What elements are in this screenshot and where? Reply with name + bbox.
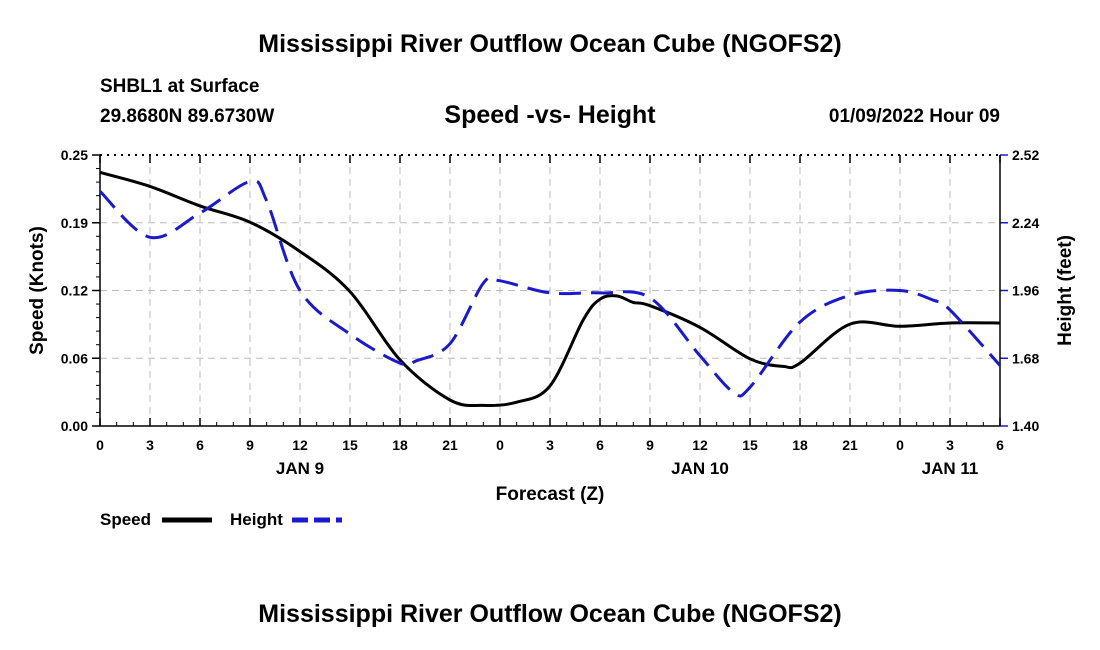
x-tick-label: 18 bbox=[392, 437, 408, 453]
x-tick-label: 12 bbox=[292, 437, 308, 453]
x-axis-title: Forecast (Z) bbox=[496, 484, 605, 505]
x-tick-label: 3 bbox=[546, 437, 554, 453]
x-tick-label: 15 bbox=[342, 437, 358, 453]
y-tick-label: 0.19 bbox=[61, 215, 88, 231]
x-tick-label: 6 bbox=[996, 437, 1004, 453]
y-tick-label: 0.12 bbox=[61, 283, 88, 299]
day-label: JAN 9 bbox=[276, 459, 324, 478]
speed-height-chart: 0 3 6 9 12 15 18 21 0 3 6 9 12 15 18 21 0 3 6 0.00 0.06 0.12 0… bbox=[0, 0, 1100, 560]
y-tick-label: 0.00 bbox=[61, 418, 88, 434]
x-tick-label: 9 bbox=[646, 437, 654, 453]
y2-tick-label: 1.68 bbox=[1012, 350, 1039, 366]
x-tick-label: 21 bbox=[842, 437, 858, 453]
x-tick-label: 3 bbox=[146, 437, 154, 453]
y-axis-title: Speed (Knots) bbox=[27, 226, 48, 355]
footer-title: Mississippi River Outflow Ocean Cube (NG… bbox=[0, 600, 1100, 629]
x-tick-label: 6 bbox=[596, 437, 604, 453]
day-label: JAN 11 bbox=[922, 459, 979, 478]
label-layer: 0 3 6 9 12 15 18 21 0 3 6 9 12 15 18 21 0 3 6 0.00 0.06 0.12 0… bbox=[27, 147, 1076, 529]
y2-axis-title: Height (feet) bbox=[1055, 235, 1076, 346]
x-tick-label: 0 bbox=[896, 437, 904, 453]
x-tick-label: 3 bbox=[946, 437, 954, 453]
x-tick-label: 21 bbox=[442, 437, 458, 453]
x-tick-label: 15 bbox=[742, 437, 758, 453]
legend-label-speed: Speed bbox=[100, 510, 151, 529]
y2-tick-label: 2.52 bbox=[1012, 147, 1039, 163]
x-tick-label: 0 bbox=[96, 437, 104, 453]
x-tick-label: 12 bbox=[692, 437, 708, 453]
x-tick-label: 18 bbox=[792, 437, 808, 453]
legend-label-height: Height bbox=[230, 510, 283, 529]
y2-tick-label: 2.24 bbox=[1012, 215, 1039, 231]
day-label: JAN 10 bbox=[671, 459, 729, 478]
y-tick-label: 0.06 bbox=[61, 350, 88, 366]
x-tick-label: 0 bbox=[496, 437, 504, 453]
y-tick-label: 0.25 bbox=[61, 147, 88, 163]
y2-tick-label: 1.96 bbox=[1012, 283, 1039, 299]
x-tick-label: 6 bbox=[196, 437, 204, 453]
y2-tick-label: 1.40 bbox=[1012, 418, 1039, 434]
x-tick-label: 9 bbox=[246, 437, 254, 453]
